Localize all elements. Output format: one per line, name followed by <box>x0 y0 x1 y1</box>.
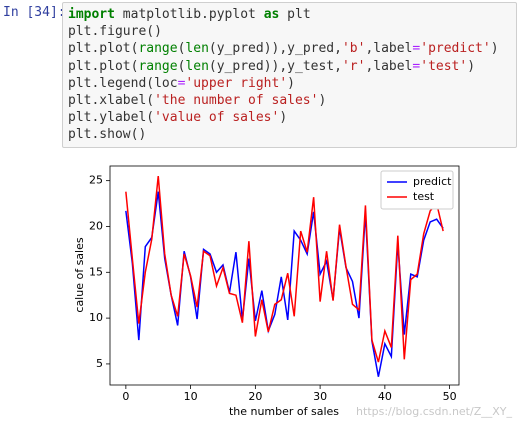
x-tick-label: 30 <box>313 390 327 403</box>
code-line: plt.ylabel('value of sales') <box>68 109 511 126</box>
x-axis-label: the number of sales <box>229 405 339 418</box>
code-line: plt.xlabel('the number of sales') <box>68 92 511 109</box>
code-token: import <box>68 7 115 22</box>
code-token: 'r' <box>341 58 366 74</box>
code-line: plt.plot(range(len(y_pred)),y_test,'r',l… <box>68 58 511 75</box>
watermark: https://blog.csdn.net/Z__XY_ <box>356 405 512 418</box>
code-line: import matplotlib.pyplot as plt <box>68 6 511 23</box>
x-tick-label: 40 <box>378 390 392 403</box>
y-tick-label: 10 <box>89 311 103 324</box>
y-tick-label: 5 <box>96 357 103 370</box>
x-tick-label: 10 <box>184 390 198 403</box>
code-token: ) <box>287 75 295 91</box>
code-token: ,label <box>365 58 413 74</box>
code-token: as <box>263 7 280 22</box>
code-token: = <box>412 58 421 74</box>
code-token: range <box>138 58 178 74</box>
code-token: range <box>138 41 178 57</box>
code-token: plt.ylabel( <box>68 110 155 126</box>
code-token: ,label <box>365 41 413 57</box>
code-token: 'upper right' <box>185 75 288 91</box>
x-tick-label: 50 <box>443 390 457 403</box>
code-token: plt.plot( <box>68 58 139 74</box>
code-token: ) <box>318 93 327 109</box>
code-token: = <box>412 41 421 57</box>
y-axis-label: calue of sales <box>73 237 86 312</box>
cell-prompt: In [34]: <box>3 5 66 20</box>
code-token: ) <box>467 58 476 74</box>
code-token: 'test' <box>420 58 468 74</box>
legend-label: test <box>413 190 435 203</box>
code-token: (y_pred)),y_pred, <box>208 41 342 57</box>
code-token: ( <box>177 41 186 57</box>
x-tick-label: 0 <box>122 390 129 403</box>
code-cell[interactable]: import matplotlib.pyplot as plt plt.figur… <box>62 2 517 148</box>
code-token: plt.plot( <box>68 41 139 57</box>
code-token: matplotlib.pyplot <box>114 7 264 22</box>
code-token: 'predict' <box>420 41 491 57</box>
code-token: (y_pred)),y_test, <box>208 58 342 74</box>
code-line: plt.plot(range(len(y_pred)),y_pred,'b',l… <box>68 40 511 57</box>
y-tick-label: 20 <box>89 219 103 232</box>
code-token: plt <box>279 7 311 22</box>
code-token: ( <box>177 58 186 74</box>
code-token: 'the number of sales' <box>154 93 319 109</box>
code-token: plt.xlabel( <box>68 93 155 109</box>
code-token: plt.figure() <box>68 24 162 40</box>
code-line: plt.legend(loc='upper right') <box>68 75 511 92</box>
legend-box <box>380 170 454 210</box>
series-line <box>125 176 444 363</box>
code-token: ) <box>490 41 499 57</box>
code-token: plt.show() <box>68 127 147 143</box>
code-token: ) <box>279 110 288 126</box>
code-token: 'b' <box>341 41 366 57</box>
code-token: = <box>177 75 186 91</box>
y-tick-label: 15 <box>89 265 103 278</box>
code-line: plt.show() <box>68 126 511 143</box>
x-tick-label: 20 <box>248 390 262 403</box>
code-token: len <box>185 41 209 57</box>
code-token: plt.legend(loc <box>68 75 178 91</box>
code-line: plt.figure() <box>68 23 511 40</box>
y-tick-label: 25 <box>89 174 103 187</box>
code-token: len <box>185 58 209 74</box>
legend-label: predict <box>413 175 452 188</box>
code-token: 'value of sales' <box>154 110 280 126</box>
